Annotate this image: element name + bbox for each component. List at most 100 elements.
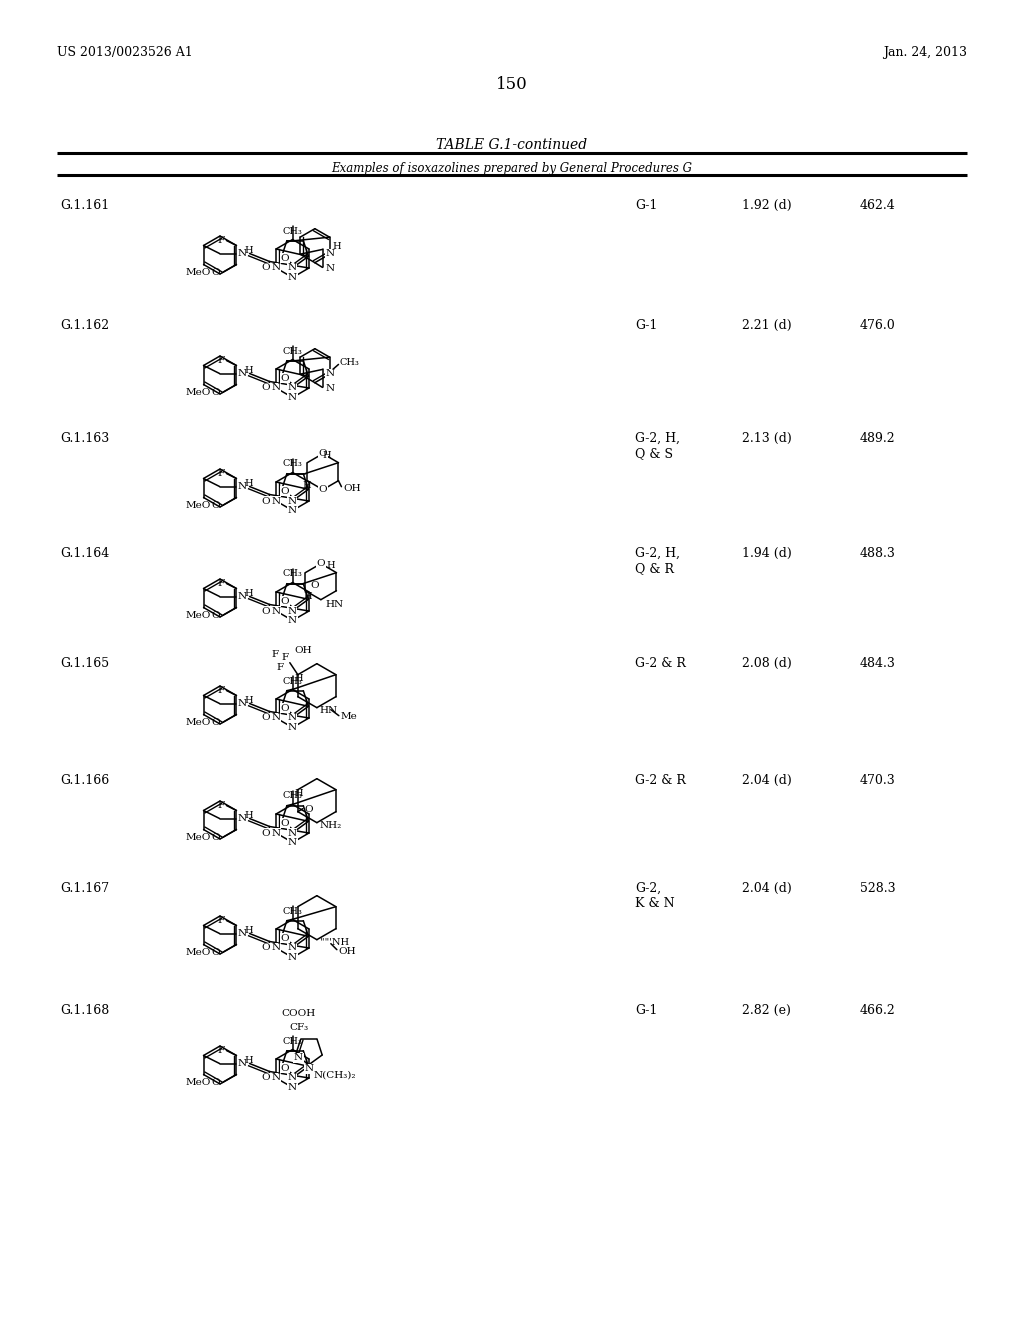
Text: N: N [288, 273, 297, 282]
Text: 462.4: 462.4 [860, 199, 896, 213]
Text: 1.94 (d): 1.94 (d) [742, 546, 792, 560]
Text: O: O [212, 388, 220, 397]
Text: N: N [288, 829, 297, 837]
Text: O: O [261, 829, 270, 837]
Text: H: H [303, 593, 312, 601]
Text: O: O [281, 487, 289, 496]
Text: N: N [288, 384, 297, 392]
Text: N: N [271, 264, 281, 272]
Text: N: N [238, 591, 247, 601]
Text: ""'NH: ""'NH [319, 939, 349, 948]
Text: G.1.162: G.1.162 [60, 319, 110, 333]
Text: O: O [281, 597, 289, 606]
Text: H: H [245, 366, 253, 375]
Text: H: H [245, 696, 253, 705]
Text: O: O [212, 268, 220, 277]
Text: O: O [281, 374, 289, 383]
Text: G.1.164: G.1.164 [60, 546, 110, 560]
Text: 2.08 (d): 2.08 (d) [742, 657, 792, 671]
Text: N: N [288, 1082, 297, 1092]
Text: Me: Me [341, 713, 357, 721]
Text: O: O [281, 933, 289, 942]
Text: N: N [271, 944, 281, 953]
Text: O: O [261, 944, 270, 953]
Text: CH₃: CH₃ [283, 676, 302, 685]
Text: COOH: COOH [282, 1008, 316, 1018]
Text: N: N [304, 1064, 313, 1073]
Text: O: O [316, 560, 326, 568]
Text: CH₃: CH₃ [283, 227, 302, 235]
Text: G-2 & R: G-2 & R [635, 657, 686, 671]
Text: N: N [288, 838, 297, 847]
Text: 150: 150 [496, 77, 528, 92]
Text: O: O [212, 611, 220, 620]
Text: N: N [238, 929, 247, 939]
Text: 2.04 (d): 2.04 (d) [742, 882, 792, 895]
Text: 470.3: 470.3 [860, 774, 896, 787]
Text: OH: OH [295, 647, 312, 655]
Text: H: H [333, 242, 341, 251]
Text: G-1: G-1 [635, 199, 657, 213]
Text: F: F [217, 686, 224, 696]
Text: MeO: MeO [185, 718, 211, 727]
Text: H: H [295, 789, 303, 799]
Text: F: F [217, 236, 224, 246]
Text: N: N [288, 944, 297, 953]
Text: F: F [217, 356, 224, 366]
Text: O: O [318, 486, 328, 494]
Text: G-2 & R: G-2 & R [635, 774, 686, 787]
Text: O: O [212, 1078, 220, 1086]
Text: CH₃: CH₃ [283, 792, 302, 800]
Text: O: O [212, 718, 220, 727]
Text: 528.3: 528.3 [860, 882, 896, 895]
Text: CH₃: CH₃ [283, 459, 302, 469]
Text: H: H [323, 451, 331, 461]
Text: O: O [212, 948, 220, 957]
Text: Jan. 24, 2013: Jan. 24, 2013 [883, 46, 967, 59]
Text: N: N [271, 1073, 281, 1082]
Text: H: H [302, 482, 311, 490]
Text: N: N [288, 723, 297, 733]
Text: G-2, H,
Q & S: G-2, H, Q & S [635, 432, 680, 459]
Text: G.1.166: G.1.166 [60, 774, 110, 787]
Text: 484.3: 484.3 [860, 657, 896, 671]
Text: MeO: MeO [185, 502, 211, 510]
Text: Examples of isoxazolines prepared by General Procedures G: Examples of isoxazolines prepared by Gen… [332, 162, 692, 176]
Text: G-1: G-1 [635, 319, 657, 333]
Text: 2.04 (d): 2.04 (d) [742, 774, 792, 787]
Text: O: O [318, 449, 328, 458]
Text: N: N [271, 384, 281, 392]
Text: O: O [281, 704, 289, 713]
Text: O: O [261, 1073, 270, 1082]
Text: N: N [271, 829, 281, 837]
Text: CH₃: CH₃ [283, 907, 302, 916]
Text: HN: HN [326, 601, 344, 609]
Text: N: N [294, 1053, 303, 1063]
Text: H: H [245, 810, 253, 820]
Text: MeO: MeO [185, 833, 211, 842]
Text: MeO: MeO [185, 611, 211, 620]
Text: G.1.161: G.1.161 [60, 199, 110, 213]
Text: MeO: MeO [185, 268, 211, 277]
Text: N: N [288, 506, 297, 515]
Text: O: O [281, 818, 289, 828]
Text: CH₃: CH₃ [283, 346, 302, 355]
Text: N: N [238, 370, 247, 378]
Text: N: N [271, 714, 281, 722]
Text: CH₃: CH₃ [283, 569, 302, 578]
Text: 2.21 (d): 2.21 (d) [742, 319, 792, 333]
Text: N: N [326, 384, 335, 393]
Text: O: O [281, 1064, 289, 1073]
Text: F: F [217, 579, 224, 587]
Text: O: O [261, 606, 270, 615]
Text: G-2,
K & N: G-2, K & N [635, 882, 675, 909]
Text: H: H [327, 561, 335, 570]
Text: G.1.168: G.1.168 [60, 1005, 110, 1016]
Text: O: O [305, 805, 313, 814]
Text: 466.2: 466.2 [860, 1005, 896, 1016]
Text: O: O [212, 833, 220, 842]
Text: TABLE G.1-continued: TABLE G.1-continued [436, 139, 588, 152]
Text: OH: OH [339, 948, 356, 956]
Text: MeO: MeO [185, 1078, 211, 1086]
Text: NH₂: NH₂ [319, 821, 342, 830]
